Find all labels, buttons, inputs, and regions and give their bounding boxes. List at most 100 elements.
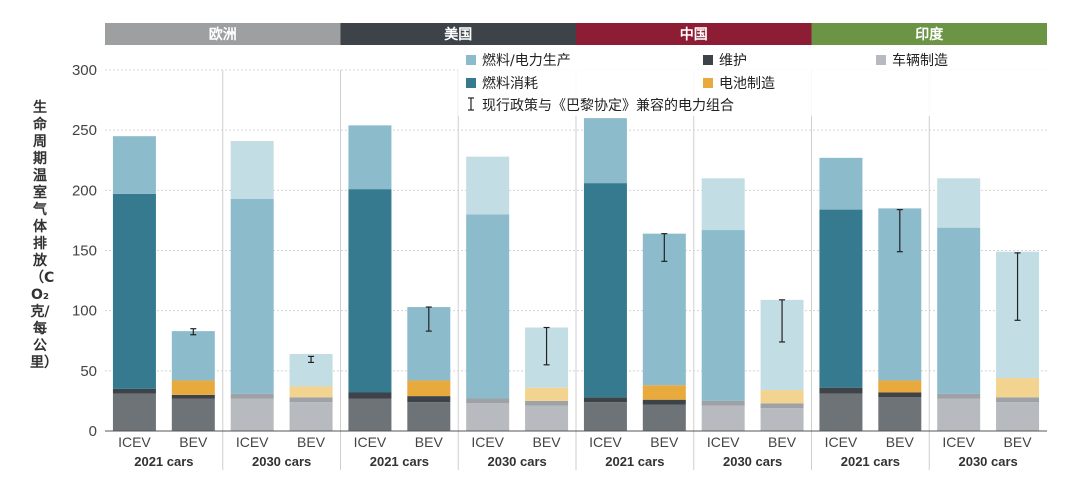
bar-segment-vehicle (996, 402, 1040, 431)
bar-segment-maintenance (996, 397, 1040, 403)
x-tick-label: ICEV (825, 434, 858, 450)
bar-segment-fuel-production (937, 227, 981, 394)
bar-segment-vehicle (466, 403, 510, 431)
bar-segment-fuel-production-upper (230, 140, 274, 199)
legend-label: 电池制造 (719, 76, 775, 92)
bar-segment-battery (878, 380, 922, 393)
region-band (105, 23, 341, 45)
y-axis-label: 生命周期温室气体排放（CO₂ 克/每公里） (30, 100, 58, 371)
x-tick-label: ICEV (236, 434, 269, 450)
legend-swatch (466, 55, 476, 65)
y-tick-label: 300 (72, 62, 97, 79)
region-label: 中国 (680, 26, 708, 43)
axes: 0 50 100 150 200 250 300 ICEV BEV ICEV BEV ICEV BEV I… (72, 62, 1047, 469)
bar-segment-maintenance (937, 393, 981, 399)
bar-segment-vehicle (819, 393, 863, 431)
group-label: 2021 cars (370, 454, 429, 469)
x-tick-label: ICEV (471, 434, 504, 450)
bar-segment-vehicle (407, 402, 451, 431)
bar-segment-vehicle (937, 398, 981, 431)
bar-segment-vehicle (171, 398, 215, 431)
legend-label: 车辆制造 (892, 52, 948, 69)
bar-segment-battery (289, 386, 333, 398)
y-tick-label: 250 (72, 122, 97, 139)
x-tick-label: BEV (179, 434, 208, 450)
bar-segment-vehicle (289, 402, 333, 431)
bar-segment-maintenance (878, 392, 922, 398)
legend-swatch (466, 78, 476, 88)
x-tick-label: BEV (886, 434, 915, 450)
bar-segment-battery (407, 380, 451, 397)
legend-swatch (703, 78, 713, 88)
bar-segment-vehicle (348, 398, 392, 431)
bar-segment-vehicle (642, 404, 686, 431)
x-tick-label: ICEV (354, 434, 387, 450)
bar-segment-maintenance (348, 392, 392, 399)
bar-segment-battery (642, 385, 686, 400)
bar-segment-fuel-production (348, 125, 392, 190)
x-tick-label: BEV (768, 434, 797, 450)
group-label: 2021 cars (841, 454, 900, 469)
x-tick-label: BEV (533, 434, 562, 450)
bar-segment-maintenance (583, 397, 627, 403)
bar-segment-fuel-production (171, 331, 215, 381)
x-tick-label: ICEV (707, 434, 740, 450)
bar-segment-maintenance (407, 396, 451, 403)
bar-segment-maintenance (289, 397, 333, 403)
bars (112, 118, 1040, 431)
bar-segment-fuel-consumption (112, 193, 156, 389)
region-band (811, 23, 1047, 45)
x-tick-label: BEV (1004, 434, 1033, 450)
x-tick-label: BEV (650, 434, 679, 450)
bar-segment-maintenance (525, 400, 569, 406)
bar-segment-vehicle (760, 408, 804, 431)
region-label: 印度 (915, 26, 944, 43)
group-label: 2030 cars (252, 454, 311, 469)
bar-segment-fuel-production-upper (937, 178, 981, 228)
bar-segment-fuel-production-upper (466, 156, 510, 215)
legend-background (458, 50, 1048, 116)
bar-segment-vehicle (701, 405, 745, 431)
x-tick-label: ICEV (589, 434, 622, 450)
bar-segment-battery (760, 390, 804, 404)
y-tick-label: 150 (72, 243, 97, 260)
y-tick-label: 0 (89, 423, 97, 440)
x-tick-label: ICEV (118, 434, 151, 450)
legend-swatch (703, 55, 713, 65)
legend-swatch (876, 55, 886, 65)
group-label: 2030 cars (958, 454, 1017, 469)
bar-segment-fuel-consumption (819, 209, 863, 388)
region-header: 欧洲 美国 中国 印度 (105, 23, 1047, 45)
y-tick-label: 100 (72, 303, 97, 320)
group-label: 2030 cars (487, 454, 546, 469)
region-band (340, 23, 576, 45)
bar-segment-fuel-production-upper (701, 178, 745, 231)
legend-label: 维护 (719, 53, 747, 69)
bar-segment-vehicle (112, 393, 156, 431)
bar-segment-maintenance (642, 399, 686, 405)
x-tick-label: BEV (297, 434, 326, 450)
bar-segment-maintenance (171, 394, 215, 399)
bar-segment-fuel-production (466, 214, 510, 399)
bar-segment-vehicle (230, 398, 274, 431)
group-label: 2030 cars (723, 454, 782, 469)
bar-segment-fuel-production (112, 136, 156, 194)
bar-segment-vehicle (878, 397, 922, 431)
bar-segment-fuel-production (583, 118, 627, 184)
y-tick-label: 200 (72, 182, 97, 199)
legend-label: 燃料消耗 (482, 75, 538, 92)
bar-segment-maintenance (701, 400, 745, 406)
legend-label: 燃料/电力生产 (482, 52, 571, 69)
bar-segment-vehicle (525, 405, 569, 431)
bar-segment-fuel-consumption (348, 189, 392, 393)
group-label: 2021 cars (605, 454, 664, 469)
x-tick-label: ICEV (942, 434, 975, 450)
bar-segment-fuel-consumption (583, 183, 627, 398)
bar-segment-maintenance (230, 393, 274, 399)
bar-segment-vehicle (583, 402, 627, 431)
bar-segment-maintenance (112, 388, 156, 394)
bar-segment-battery (996, 378, 1040, 398)
bar-segment-maintenance (760, 403, 804, 409)
